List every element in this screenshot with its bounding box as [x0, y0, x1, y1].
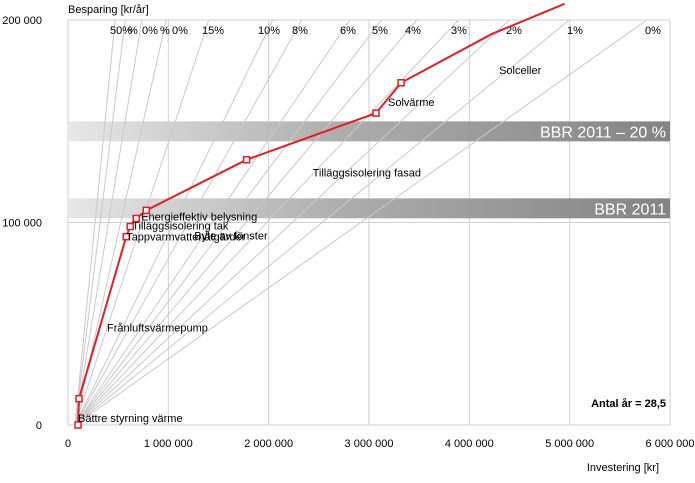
- cumulative-measures-series: Bättre styrning värme Frånluftsvärmepump T…: [74, 2, 565, 429]
- rate-line: [74, 19, 116, 426]
- series-point: [126, 222, 134, 231]
- rate-line: [74, 19, 351, 426]
- rate-label: 8%: [292, 25, 308, 37]
- series-point: [142, 206, 151, 215]
- rate-label: 2%: [506, 25, 522, 37]
- bbr-band: [68, 121, 670, 142]
- interest-rate-lines: 50%% 0%% 0% 15% 10% 8% 6% 5% 4% 3% 2% 1% 0%: [74, 19, 661, 426]
- years-annotation: Antal år = 28,5: [591, 398, 666, 410]
- point-label: Solvärme: [388, 97, 434, 109]
- axes: 0 1 000 000 2 000 000 3 000 000 4 000 000 5 0…: [2, 15, 694, 450]
- rate-line: [74, 19, 460, 426]
- bbr-band-label: BBR 2011 – 20 %: [540, 124, 666, 141]
- rate-label: 0%: [142, 25, 158, 37]
- rate-line: [74, 19, 210, 426]
- rate-label: 50%: [110, 25, 132, 37]
- point-label: Tappvarmvattenåtgärder: [126, 232, 246, 244]
- rate-line: [74, 19, 510, 426]
- rate-line: [74, 19, 647, 426]
- rate-label: 6%: [340, 25, 356, 37]
- point-label: Tilläggsisolering tak: [132, 221, 229, 233]
- point-label: Energieffektiv belysning: [141, 211, 257, 223]
- series-point: [132, 214, 140, 223]
- rate-label: 15%: [202, 25, 224, 37]
- point-label: Byte av fönster: [194, 230, 268, 242]
- rate-label: 0%: [645, 25, 661, 37]
- rate-line: [74, 19, 570, 426]
- rate-label: 3%: [451, 25, 467, 37]
- rate-label: %: [160, 25, 170, 37]
- point-label: Solceller: [499, 65, 542, 77]
- rate-label: 5%: [372, 25, 388, 37]
- series-point: [74, 421, 82, 429]
- point-label: Bättre styrning värme: [78, 413, 183, 425]
- point-label: Tilläggsisolering fasad: [313, 168, 421, 180]
- rate-label: 0%: [172, 25, 188, 37]
- rate-line: [74, 19, 418, 426]
- y-tick-label: 200 000: [2, 15, 42, 27]
- gridlines: [67, 19, 671, 426]
- rate-line: [74, 19, 143, 426]
- series-point: [372, 109, 380, 117]
- rate-label: 10%: [258, 25, 280, 37]
- point-label: Frånluftsvärmepump: [107, 323, 208, 335]
- series-point: [122, 232, 130, 241]
- x-tick-label: 3 000 000: [345, 438, 394, 450]
- x-tick-label: 5 000 000: [545, 438, 594, 450]
- x-tick-label: 2 000 000: [244, 438, 293, 450]
- x-tick-label: 6 000 000: [646, 438, 695, 450]
- rate-line: [74, 19, 303, 426]
- rate-line: [74, 19, 274, 426]
- series-point: [397, 79, 405, 87]
- y-axis-label: Besparing [kr/år]: [68, 4, 149, 16]
- bbr-band-label: BBR 2011: [594, 201, 666, 218]
- rate-line: [74, 19, 382, 426]
- x-tick-label: 1 000 000: [144, 438, 193, 450]
- series-point: [242, 155, 251, 164]
- y-tick-label: 0: [36, 420, 42, 432]
- y-tick-label: 100 000: [2, 218, 42, 230]
- series-point: [75, 394, 83, 403]
- rate-line: [74, 19, 126, 426]
- rate-label: 4%: [405, 25, 421, 37]
- x-tick-label: 4 000 000: [445, 438, 494, 450]
- rate-label: 1%: [567, 25, 583, 37]
- x-tick-label: 0: [65, 438, 71, 450]
- x-axis-label: Investering [kr]: [587, 462, 659, 474]
- rate-label: %: [128, 25, 138, 37]
